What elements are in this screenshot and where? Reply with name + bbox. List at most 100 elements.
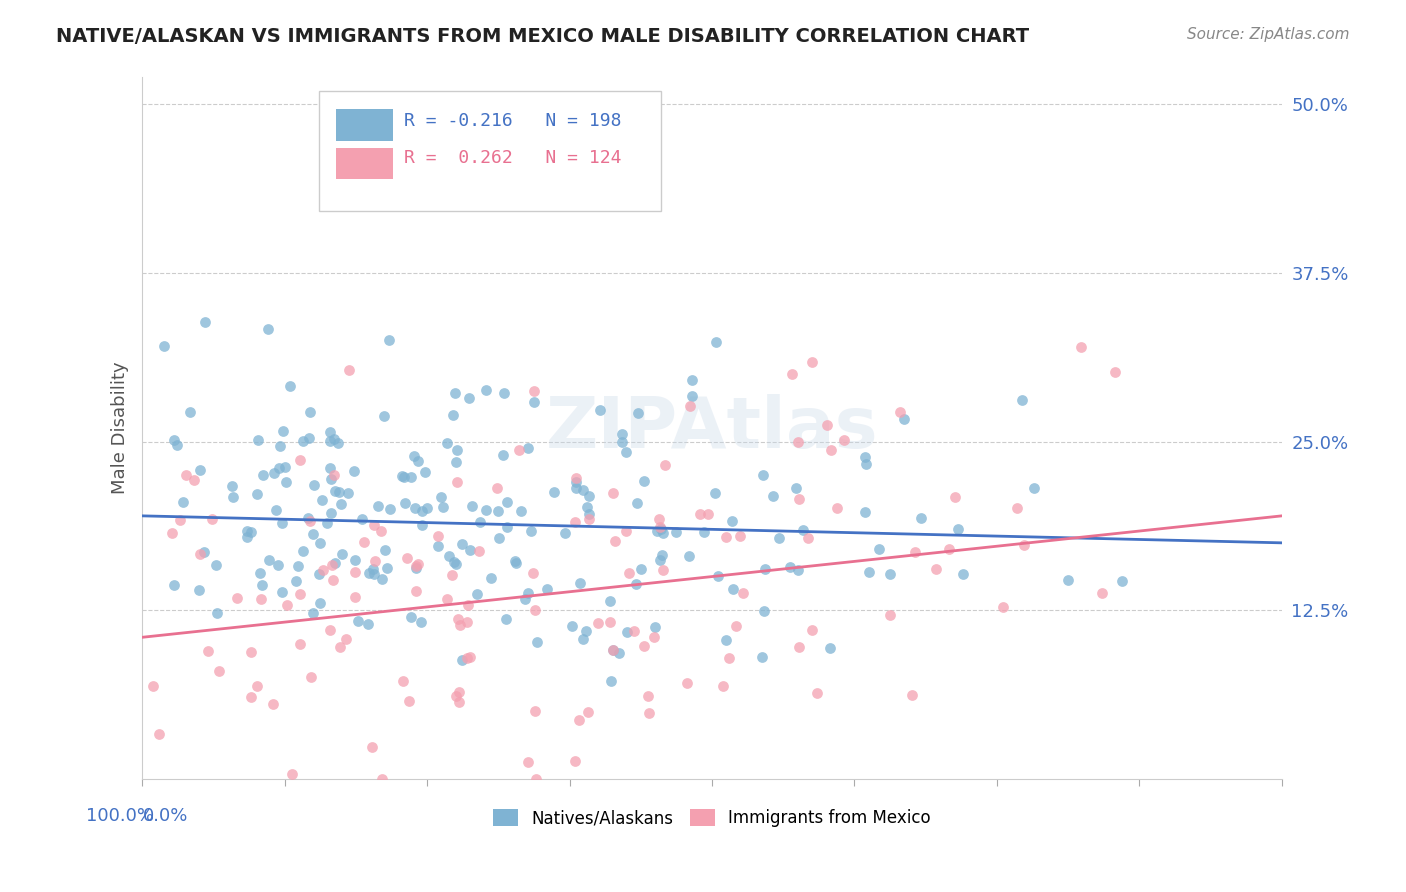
Point <box>193 544 215 558</box>
Point <box>561 619 583 633</box>
Point <box>280 766 302 780</box>
Point <box>616 624 638 639</box>
Point <box>319 434 342 449</box>
Point <box>993 600 1015 615</box>
Point <box>467 587 489 601</box>
Point <box>319 461 342 475</box>
Point <box>426 539 449 553</box>
Point <box>1111 574 1133 588</box>
Point <box>446 475 468 489</box>
Text: 100.0%: 100.0% <box>86 807 153 825</box>
Point <box>353 535 375 549</box>
Point <box>319 425 342 439</box>
Point <box>510 504 533 518</box>
Point <box>633 639 655 653</box>
Point <box>526 634 548 648</box>
Point <box>291 544 314 558</box>
Point <box>610 427 633 442</box>
Point <box>787 492 810 507</box>
Point <box>707 569 730 583</box>
Point <box>394 496 416 510</box>
Point <box>271 424 294 438</box>
Point <box>644 620 666 634</box>
Point <box>457 598 479 612</box>
Point <box>1057 574 1080 588</box>
Point <box>373 409 395 424</box>
Point <box>163 433 186 447</box>
Point <box>475 503 498 517</box>
Point <box>523 394 546 409</box>
Point <box>205 558 228 572</box>
Point <box>602 486 624 500</box>
Point <box>163 578 186 592</box>
Point <box>681 389 703 403</box>
Point <box>447 612 470 626</box>
Point <box>148 727 170 741</box>
Point <box>239 645 262 659</box>
Point <box>274 475 297 489</box>
Point <box>652 526 675 541</box>
Point <box>610 434 633 449</box>
Point <box>806 685 828 699</box>
Point <box>323 483 346 498</box>
Point <box>731 586 754 600</box>
Point <box>321 472 343 486</box>
Point <box>952 566 974 581</box>
Point <box>637 706 659 720</box>
Point <box>602 643 624 657</box>
Point <box>647 511 669 525</box>
Point <box>246 487 269 501</box>
Point <box>1022 481 1045 495</box>
Point <box>405 560 427 574</box>
Point <box>405 584 427 599</box>
Point <box>523 704 546 718</box>
Point <box>524 603 547 617</box>
Point <box>271 516 294 531</box>
Point <box>172 495 194 509</box>
Point <box>893 412 915 426</box>
Point <box>578 489 600 503</box>
Point <box>443 555 465 569</box>
Point <box>654 458 676 472</box>
Point <box>319 506 342 520</box>
Point <box>627 406 650 420</box>
Text: Source: ZipAtlas.com: Source: ZipAtlas.com <box>1187 27 1350 42</box>
Point <box>446 443 468 458</box>
Point <box>404 500 426 515</box>
Point <box>624 576 647 591</box>
Point <box>780 367 803 381</box>
Point <box>179 405 201 419</box>
Point <box>236 530 259 544</box>
Point <box>335 632 357 647</box>
Point <box>904 545 927 559</box>
Point <box>363 566 385 581</box>
Point <box>207 606 229 620</box>
Point <box>416 501 439 516</box>
FancyBboxPatch shape <box>319 92 661 211</box>
Point <box>679 400 702 414</box>
Point <box>564 481 586 495</box>
Point <box>1011 392 1033 407</box>
Point <box>343 553 366 567</box>
Point <box>543 484 565 499</box>
Point <box>374 543 396 558</box>
Point <box>285 574 308 589</box>
Point <box>468 543 491 558</box>
Point <box>681 373 703 387</box>
Point <box>402 450 425 464</box>
Point <box>564 755 586 769</box>
Point <box>752 604 775 618</box>
Point <box>697 508 720 522</box>
Point <box>801 355 824 369</box>
Point <box>361 561 384 575</box>
Y-axis label: Male Disability: Male Disability <box>111 362 128 494</box>
Point <box>853 450 876 464</box>
Point <box>291 434 314 449</box>
Point <box>578 507 600 521</box>
Point <box>449 684 471 698</box>
Point <box>357 616 380 631</box>
Point <box>607 647 630 661</box>
Point <box>792 523 814 537</box>
Point <box>572 483 595 497</box>
Point <box>704 486 727 500</box>
